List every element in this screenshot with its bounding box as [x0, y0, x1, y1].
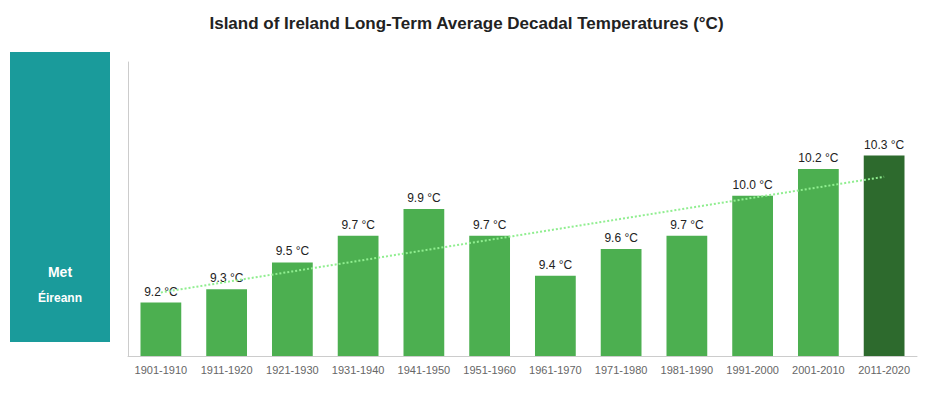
svg-text:1991-2000: 1991-2000 [726, 364, 779, 376]
svg-text:1921-1930: 1921-1930 [266, 364, 319, 376]
svg-text:1961-1970: 1961-1970 [529, 364, 582, 376]
svg-text:2001-2010: 2001-2010 [792, 364, 845, 376]
svg-text:Éireann: Éireann [38, 290, 82, 305]
svg-text:9.7 °C: 9.7 °C [670, 218, 704, 232]
svg-text:9.7 °C: 9.7 °C [473, 218, 507, 232]
svg-text:9.2 °C: 9.2 °C [144, 284, 178, 299]
svg-text:Island of Ireland Long-Term Av: Island of Ireland Long-Term Average Deca… [209, 14, 723, 33]
svg-text:1901-1910: 1901-1910 [135, 364, 188, 376]
svg-text:1971-1980: 1971-1980 [595, 364, 648, 376]
svg-text:1951-1960: 1951-1960 [463, 364, 516, 376]
svg-text:Met: Met [48, 264, 72, 280]
svg-text:10.3 °C: 10.3 °C [864, 138, 904, 152]
svg-text:9.6 °C: 9.6 °C [604, 231, 638, 245]
svg-text:9.3 °C: 9.3 °C [210, 271, 244, 285]
svg-text:1941-1950: 1941-1950 [398, 364, 451, 376]
svg-text:2011-2020: 2011-2020 [858, 364, 910, 376]
svg-text:9.4 °C: 9.4 °C [539, 258, 573, 272]
svg-text:10.0 °C: 10.0 °C [733, 178, 773, 192]
svg-text:9.9 °C: 9.9 °C [407, 191, 441, 205]
svg-text:9.5 °C: 9.5 °C [276, 244, 310, 258]
svg-text:10.2 °C: 10.2 °C [798, 151, 838, 165]
svg-text:9.7 °C: 9.7 °C [341, 218, 375, 232]
svg-text:1981-1990: 1981-1990 [661, 364, 714, 376]
svg-text:1911-1920: 1911-1920 [201, 364, 253, 376]
svg-text:1931-1940: 1931-1940 [332, 364, 385, 376]
